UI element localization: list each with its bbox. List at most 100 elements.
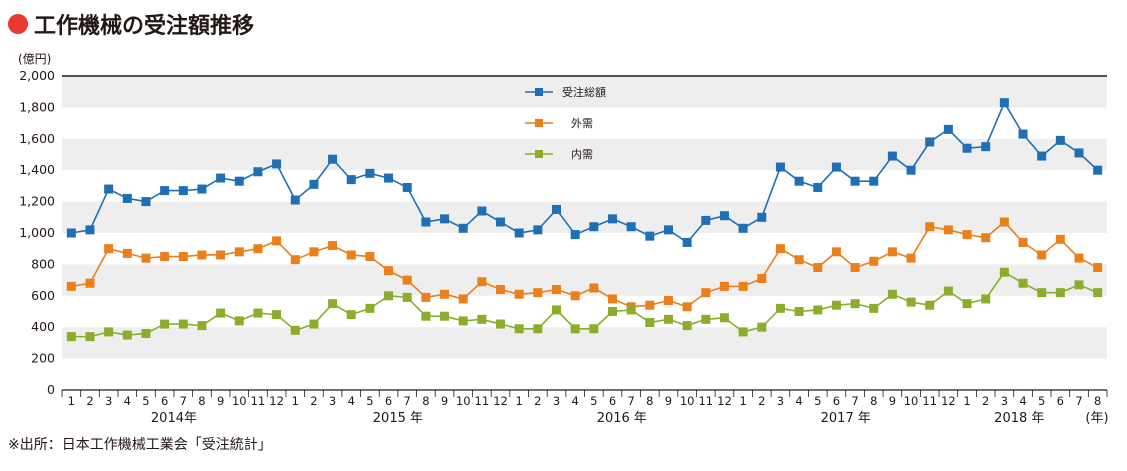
x-tick-label: 6 (161, 394, 168, 408)
data-point (552, 204, 562, 214)
x-tick-label: 11 (475, 394, 490, 408)
x-tick-label: 3 (553, 394, 560, 408)
x-tick-label: 3 (329, 394, 336, 408)
data-point (1055, 288, 1065, 298)
data-point (925, 222, 935, 232)
x-tick-label: 8 (198, 394, 205, 408)
data-point (850, 263, 860, 273)
data-point (850, 176, 860, 186)
data-point (477, 314, 487, 324)
data-point (346, 250, 356, 260)
data-point (178, 186, 188, 196)
x-tick-label: 7 (627, 394, 634, 408)
x-axis-unit-label: (年) (1085, 411, 1108, 426)
x-tick-label: 7 (404, 394, 411, 408)
data-point (197, 184, 207, 194)
x-tick-label: 6 (833, 394, 840, 408)
series-layer (66, 98, 1103, 342)
data-point (66, 281, 76, 291)
data-point (701, 215, 711, 225)
x-tick-label: 6 (609, 394, 616, 408)
data-point (1018, 278, 1028, 288)
data-point (887, 151, 897, 161)
data-point (775, 162, 785, 172)
x-tick-label: 2 (86, 394, 93, 408)
x-tick-label: 12 (717, 394, 732, 408)
data-point (663, 314, 673, 324)
legend-marker (535, 88, 543, 96)
y-tick-label: 1,800 (19, 99, 55, 114)
data-point (402, 292, 412, 302)
data-point (178, 252, 188, 262)
x-tick-label: 9 (889, 394, 896, 408)
x-tick-label: 1 (68, 394, 75, 408)
data-point (719, 313, 729, 323)
data-point (981, 142, 991, 152)
data-point (253, 167, 263, 177)
data-point (607, 294, 617, 304)
data-point (962, 299, 972, 309)
data-point (458, 316, 468, 326)
data-point (757, 212, 767, 222)
legend-label: 受注総額 (562, 85, 606, 99)
data-point (216, 250, 226, 260)
x-tick-label: 3 (1001, 394, 1008, 408)
data-point (272, 310, 282, 320)
data-point (365, 303, 375, 313)
data-point (477, 206, 487, 216)
data-point (440, 214, 450, 224)
data-point (216, 173, 226, 183)
x-tick-label: 7 (180, 394, 187, 408)
data-point (309, 179, 319, 189)
data-point (645, 300, 655, 310)
grid-band (62, 264, 1107, 296)
x-tick-label: 3 (777, 394, 784, 408)
data-point (570, 324, 580, 334)
data-point (869, 176, 879, 186)
data-point (328, 241, 338, 251)
data-point (701, 288, 711, 298)
data-point (738, 327, 748, 337)
data-point (943, 124, 953, 134)
data-point (178, 319, 188, 329)
data-point (1093, 165, 1103, 175)
data-point (346, 310, 356, 320)
data-point (253, 308, 263, 318)
data-point (514, 228, 524, 238)
data-point (1018, 237, 1028, 247)
data-point (234, 247, 244, 257)
data-point (160, 319, 170, 329)
data-point (533, 225, 543, 235)
data-point (1074, 148, 1084, 158)
x-tick-label: 12 (941, 394, 956, 408)
chart-title: 工作機械の受注額推移 (34, 14, 255, 39)
data-point (850, 299, 860, 309)
data-point (626, 222, 636, 232)
data-point (757, 274, 767, 284)
legend-marker (535, 150, 543, 158)
data-point (384, 266, 394, 276)
data-point (645, 317, 655, 327)
x-tick-label: 4 (1019, 394, 1026, 408)
data-point (365, 168, 375, 178)
year-label: 2014年 (151, 411, 197, 426)
data-point (719, 211, 729, 221)
x-tick-label: 8 (870, 394, 877, 408)
x-tick-label: 3 (105, 394, 112, 408)
x-tick-label: 2 (758, 394, 765, 408)
red-dot-icon (8, 14, 28, 34)
x-tick-label: 7 (1075, 394, 1082, 408)
year-label: 2016 年 (597, 411, 647, 426)
data-point (701, 314, 711, 324)
data-point (813, 305, 823, 315)
data-point (682, 321, 692, 331)
data-point (794, 176, 804, 186)
data-point (813, 182, 823, 192)
x-tick-label: 6 (385, 394, 392, 408)
data-point (831, 300, 841, 310)
data-point (458, 223, 468, 233)
y-tick-label: 1,000 (19, 225, 55, 240)
data-point (104, 244, 114, 254)
